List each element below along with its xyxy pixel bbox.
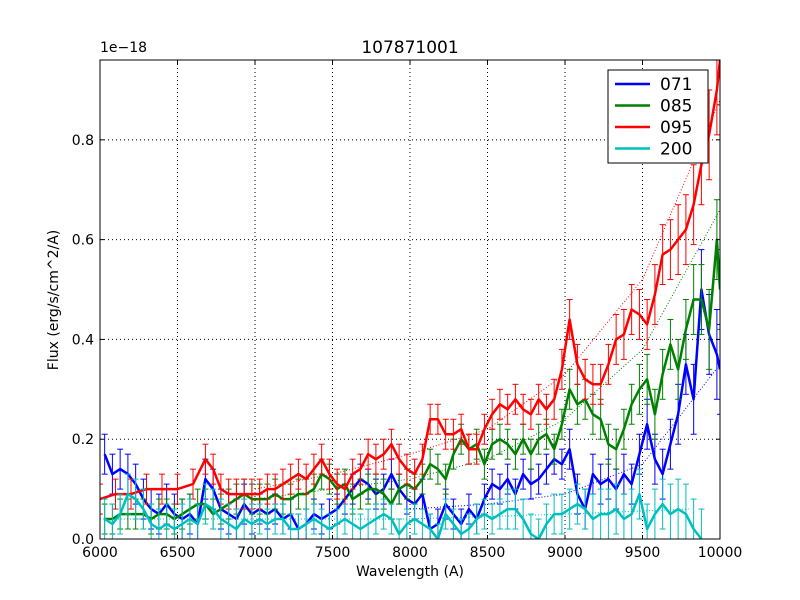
legend-label-095: 095 (660, 118, 692, 138)
x-tick-label: 6000 (82, 545, 118, 561)
series-line-200 (104, 492, 703, 539)
y-axis-title: Flux (erg/s/cm^2/A) (46, 230, 62, 370)
legend-label-085: 085 (660, 97, 692, 117)
fit-line-071 (409, 364, 720, 510)
y-tick-label: 0.8 (72, 133, 94, 149)
y-tick-label: 0.4 (72, 332, 94, 348)
series-200 (101, 468, 705, 539)
fit-line-095 (254, 99, 720, 490)
plot-series-layer (100, 60, 720, 539)
series-line-095 (100, 60, 720, 501)
y-tick-label: 0.2 (72, 432, 94, 448)
x-tick-label: 7000 (237, 545, 273, 561)
legend-label-200: 200 (660, 140, 692, 160)
series-095 (100, 60, 720, 515)
x-tick-label: 9500 (625, 545, 661, 561)
x-tick-label: 6500 (160, 545, 196, 561)
y-tick-label: 0.0 (72, 532, 94, 548)
y-tick-label: 0.6 (72, 233, 94, 249)
fit-line-200 (100, 508, 690, 520)
x-tick-label: 10000 (698, 545, 743, 561)
chart-title: 107871001 (361, 38, 458, 58)
x-tick-label: 7500 (315, 545, 351, 561)
y-offset-label: 1e−18 (100, 40, 147, 56)
axes: 6000 6500 7000 7500 8000 8500 9000 9500 10000 0.0… (72, 60, 743, 561)
x-tick-label: 8500 (470, 545, 506, 561)
x-tick-label: 8000 (392, 545, 428, 561)
x-axis-title: Wavelength (A) (356, 564, 464, 580)
legend-label-071: 071 (660, 75, 692, 95)
x-tick-label: 9000 (547, 545, 583, 561)
fit-line-085 (254, 209, 720, 500)
